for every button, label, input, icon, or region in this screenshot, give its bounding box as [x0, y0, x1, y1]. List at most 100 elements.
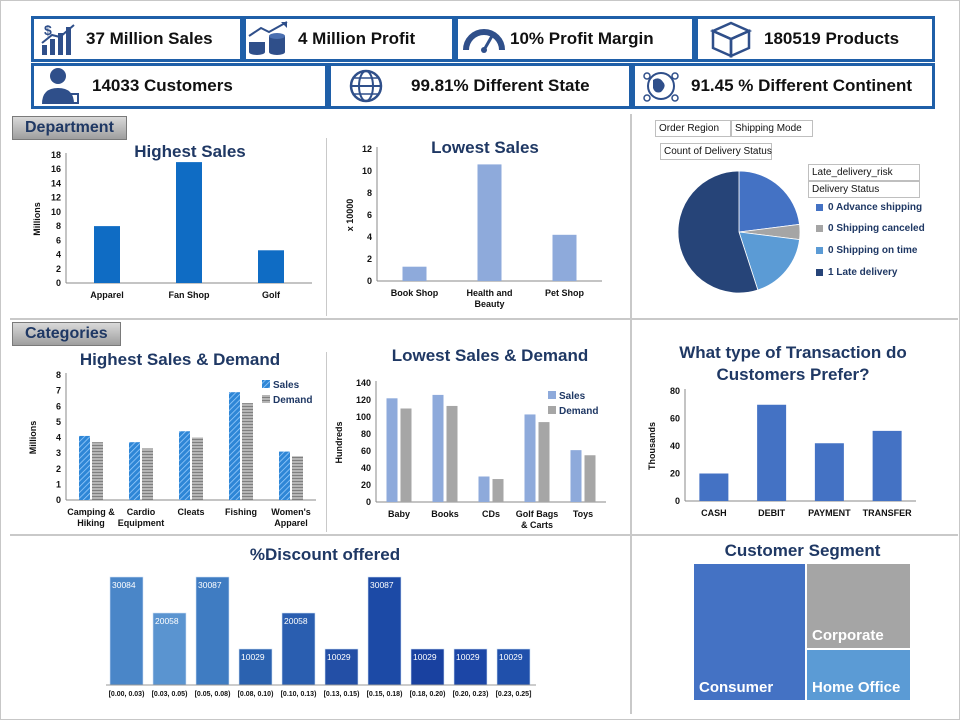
pie-legend-2: 0 Shipping on time	[816, 245, 917, 256]
cat_low-xtick-0: Baby	[388, 509, 410, 519]
cat_low-ytick-2: 40	[361, 463, 371, 473]
discount-label-5: 10029	[327, 652, 351, 662]
dept_low-ytick-3: 6	[367, 210, 372, 220]
transaction-bar-0-3	[872, 430, 902, 501]
cat_low-xtick-2: CDs	[482, 509, 500, 519]
discount-xtick-2: [0.05, 0.08)	[195, 691, 231, 698]
pivot-late-risk[interactable]: Late_delivery_risk	[808, 164, 920, 181]
cat_high-bar-0-4	[279, 451, 290, 500]
dept_high-ytick-5: 10	[51, 207, 61, 217]
dept_low-xtick-1-1: Beauty	[474, 299, 504, 309]
cat_high-xtick-1-1: Equipment	[118, 518, 165, 528]
divider-col-mid2	[326, 352, 327, 532]
discount-label-3: 10029	[241, 652, 265, 662]
section-department: Department	[12, 116, 127, 140]
cat_low-xtick-1: Books	[431, 509, 459, 519]
pivot-delivery-status[interactable]: Delivery Status	[808, 181, 920, 198]
kpi-sales-label: 37 Million Sales	[86, 29, 213, 48]
transaction-bar-0-0	[699, 473, 729, 501]
customer-icon	[34, 66, 86, 106]
cat_low-bar-0-4	[570, 450, 582, 502]
pie-legend-swatch-2	[816, 247, 823, 254]
dept_high-bar-0-2	[258, 250, 284, 283]
transaction-xtick-0: CASH	[701, 508, 727, 518]
cat_high-ytick-3: 3	[56, 448, 61, 458]
dept_high-bar-0-1	[176, 162, 202, 283]
discount-xtick-5: [0.13, 0.15)	[324, 691, 360, 698]
dept_high-xtick-0: Apparel	[90, 290, 124, 300]
discount-xtick-9: [0.23, 0.25]	[496, 691, 532, 698]
cat_high-xtick-2: Cleats	[177, 507, 204, 517]
kpi-state: 99.81% Different State	[328, 63, 632, 109]
dept-high-title: Highest Sales	[134, 142, 246, 161]
pie-legend-swatch-3	[816, 269, 823, 276]
discount-xtick-4: [0.10, 0.13)	[281, 691, 317, 698]
cat_high-bar-0-1	[129, 442, 140, 500]
discount-bar-2	[195, 576, 230, 686]
cat_high-legend-swatch-1	[262, 395, 270, 403]
dept_low-ytick-0: 0	[367, 276, 372, 286]
cat_low-bar-0-2	[478, 476, 490, 502]
cat_high-xtick-4-1: Apparel	[274, 518, 308, 528]
treemap-corporate: Corporate	[807, 564, 910, 648]
discount-bar-5	[324, 648, 359, 686]
treemap-home-office: Home Office	[807, 650, 910, 700]
discount-label-8: 10029	[456, 652, 480, 662]
pie-legend-swatch-1	[816, 225, 823, 232]
svg-text:$: $	[44, 22, 52, 38]
cat_high-bar-0-2	[179, 431, 190, 500]
dept_high-ytick-0: 0	[56, 278, 61, 288]
cat_high-ytick-2: 2	[56, 464, 61, 474]
cat_low-xtick-3: Golf Bags	[516, 509, 559, 519]
cat_high-xtick-3: Fishing	[225, 507, 257, 517]
dept_high-xtick-1: Fan Shop	[169, 290, 210, 300]
divider-row2	[10, 534, 958, 536]
dept_high-ytick-6: 12	[51, 193, 61, 203]
dept_high-ytick-7: 14	[51, 178, 61, 188]
pie-slice-3	[677, 170, 759, 294]
pie-slice-0	[738, 170, 800, 233]
kpi-profit-label: 4 Million Profit	[298, 29, 416, 48]
dept_high-bar-0-0	[94, 226, 120, 283]
pivot-order-region[interactable]: Order Region	[655, 120, 731, 137]
discount-xtick-0: [0.00, 0.03)	[109, 691, 145, 698]
transaction-ytick-2: 40	[670, 441, 680, 451]
pie-legend-label-1: 0 Shipping canceled	[828, 223, 925, 234]
cat_high-ytick-7: 7	[56, 386, 61, 396]
cat_high-bar-1-4	[292, 456, 303, 500]
cat_high-ytick-5: 5	[56, 417, 61, 427]
cat_high-bar-0-0	[79, 435, 90, 500]
dept_low-bar-0-0	[402, 266, 427, 281]
cat_high-ylabel: Millions	[28, 421, 38, 455]
dept_high-xtick-2: Golf	[262, 290, 281, 300]
cat_low-bar-0-1	[432, 394, 444, 502]
gauge-icon	[458, 19, 510, 59]
cat_high-bar-0-3	[229, 392, 240, 500]
dept_low-bar-0-1	[477, 164, 502, 281]
discount-bar-3	[238, 648, 273, 686]
transaction-ytick-3: 60	[670, 414, 680, 424]
cat_low-legend-swatch-1	[548, 406, 556, 414]
cat_low-ytick-1: 20	[361, 480, 371, 490]
discount-xtick-1: [0.03, 0.05)	[152, 691, 188, 698]
cat_high-xtick-1: Cardio	[127, 507, 156, 517]
cat_high-ytick-6: 6	[56, 401, 61, 411]
discount-title: %Discount offered	[249, 545, 401, 564]
discount-label-0: 30084	[112, 580, 136, 590]
transaction-xtick-2: PAYMENT	[808, 508, 851, 518]
pivot-count-delivery[interactable]: Count of Delivery Status	[660, 143, 772, 160]
dept_high-ytick-3: 6	[56, 235, 61, 245]
pivot-shipping-mode[interactable]: Shipping Mode	[731, 120, 813, 137]
discount-xtick-6: [0.15, 0.18)	[367, 691, 403, 698]
cat_low-bar-1-1	[446, 405, 458, 502]
section-categories: Categories	[12, 322, 121, 346]
kpi-products-label: 180519 Products	[764, 29, 900, 48]
dept_low-ytick-1: 2	[367, 254, 372, 264]
pie-legend-label-0: 0 Advance shipping	[828, 202, 923, 213]
kpi-customers-label: 14033 Customers	[92, 76, 233, 95]
cat_low-bar-1-3	[538, 422, 550, 502]
cat_low-ytick-0: 0	[366, 497, 371, 507]
dept-low-title: Lowest Sales	[431, 138, 539, 157]
dept_low-ytick-4: 8	[367, 188, 372, 198]
discount-bar-6	[367, 576, 402, 686]
